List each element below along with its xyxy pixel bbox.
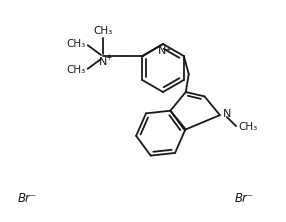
Text: CH₃: CH₃ (66, 39, 86, 49)
Text: +: + (105, 53, 111, 62)
Text: Br⁻: Br⁻ (18, 192, 37, 204)
Text: Br⁻: Br⁻ (235, 192, 254, 204)
Text: +: + (164, 45, 171, 54)
Text: N: N (223, 109, 231, 119)
Text: CH₃: CH₃ (93, 26, 113, 36)
Text: CH₃: CH₃ (66, 65, 86, 75)
Text: N: N (158, 46, 167, 56)
Text: N: N (99, 57, 107, 67)
Text: CH₃: CH₃ (238, 122, 257, 132)
